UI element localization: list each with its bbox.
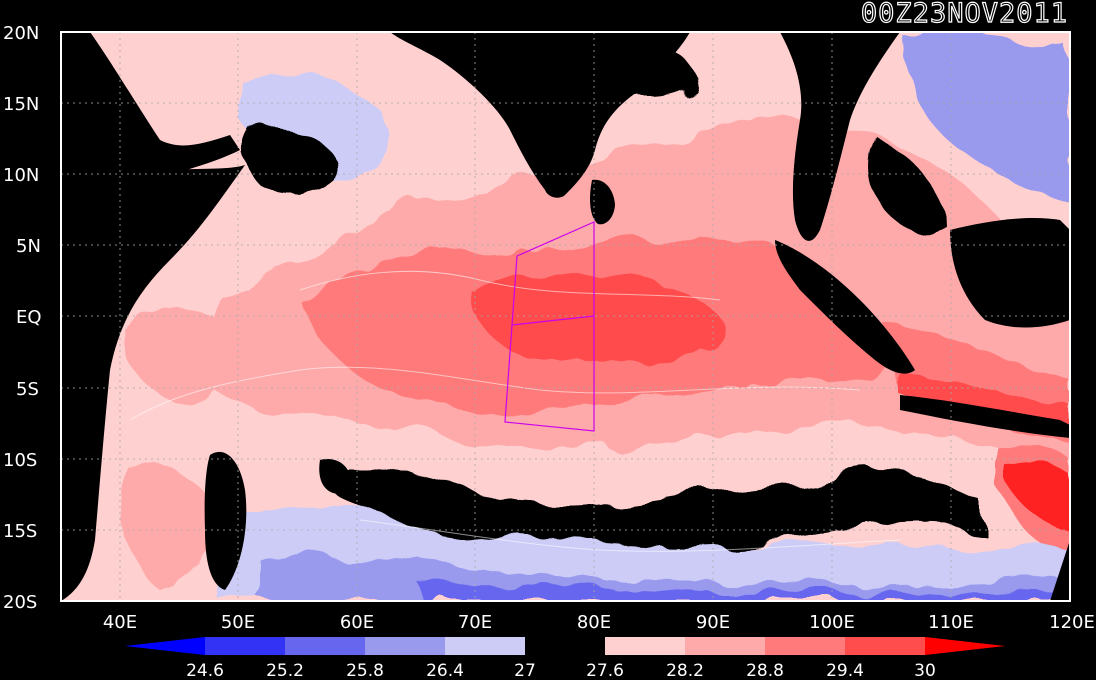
lat-label: 15S (3, 521, 37, 542)
contour-line-1 (129, 366, 861, 421)
colorbar-swatch (445, 637, 525, 655)
sst-28-8-region-west (125, 306, 231, 402)
sst-coldest-band (420, 583, 1070, 601)
lat-label: 20S (3, 592, 37, 613)
sri-lanka-land (590, 179, 615, 225)
colorbar-swatch (605, 637, 685, 655)
longitude-labels: 40E 50E 60E 70E 80E 90E 100E 110E 120E (103, 612, 1095, 633)
lon-label: 80E (577, 612, 611, 633)
lat-label: 10S (3, 450, 37, 471)
isotherm-contours (129, 270, 901, 552)
lat-label: 5N (16, 236, 41, 257)
colorbar-swatch (685, 637, 765, 655)
australia-land (1050, 540, 1070, 601)
colorbar-swatch (205, 637, 285, 655)
graticule (61, 32, 1070, 601)
lon-label: 40E (103, 612, 137, 633)
colorbar-swatch (525, 637, 605, 655)
south-china-sea-cool-patch (900, 32, 1070, 200)
colorbar-label: 28.8 (746, 661, 784, 680)
sst-28-8-region-south (119, 457, 213, 590)
colorbar-label: 29.4 (826, 661, 864, 680)
colorbar-label: 28.2 (666, 661, 704, 680)
date-stamp: 00Z23NOV2011 (860, 0, 1068, 30)
colorbar-label: 25.8 (346, 661, 384, 680)
contour-line-3 (359, 519, 901, 552)
lat-label: 10N (3, 165, 39, 186)
lon-label: 110E (928, 612, 974, 633)
land (61, 32, 1070, 601)
lon-label: 120E (1049, 612, 1095, 633)
colorbar-swatch (285, 637, 365, 655)
colorbar-swatch (365, 637, 445, 655)
lat-label: 20N (3, 23, 39, 44)
mascarene-islands (319, 459, 351, 494)
colorbar-label: 24.6 (186, 661, 224, 680)
sst-30-region-nw-australia (1010, 465, 1070, 530)
colorbar-swatch (765, 637, 845, 655)
lon-label: 90E (696, 612, 730, 633)
contour-line-2 (299, 270, 721, 301)
colorbar-label: 26.4 (426, 661, 464, 680)
colorbar-swatch (845, 637, 925, 655)
india-land (390, 32, 690, 198)
latitude-labels: 20N 15N 10N 5N EQ 5S 10S 15S 20S (3, 23, 42, 613)
lat-label: 5S (16, 379, 39, 400)
arabian-sea-black-patch (243, 129, 340, 193)
lon-label: 60E (340, 612, 374, 633)
sumatra-malay-land (775, 240, 915, 374)
lat-label: 15N (3, 94, 39, 115)
java-land (900, 395, 1070, 438)
indochina-land (780, 32, 900, 241)
south-china-sea-black-patch (873, 140, 950, 234)
colorbar-label: 30 (914, 661, 936, 680)
lon-label: 100E (809, 612, 855, 633)
colorbar-label: 27 (514, 661, 536, 680)
colorbar-label: 27.6 (586, 661, 624, 680)
study-box-outline (504, 221, 595, 432)
colorbar-left-arrow (125, 637, 205, 655)
lon-label: 50E (221, 612, 255, 633)
arabia-land (61, 32, 240, 228)
colorbar-label: 25.2 (266, 661, 304, 680)
horn-of-africa-land (61, 165, 245, 601)
study-region-box (504, 221, 595, 432)
lat-label: EQ (16, 307, 42, 328)
lon-label: 70E (458, 612, 492, 633)
madagascar-land (204, 451, 247, 590)
study-box-midline (511, 315, 595, 326)
sst-27-band (320, 467, 980, 548)
plot-frame (60, 31, 1071, 602)
colorbar-right-arrow (925, 637, 1005, 655)
colorbar: 24.6 25.2 25.8 26.4 27 27.6 28.2 28.8 29… (125, 637, 1005, 680)
